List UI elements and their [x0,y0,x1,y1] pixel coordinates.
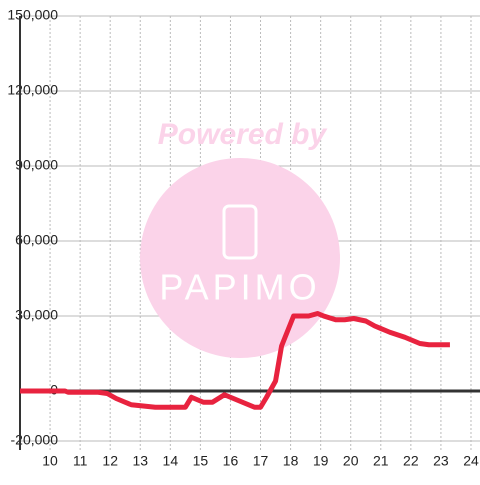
x-tick-label: 24 [463,453,479,469]
watermark-icon [222,204,258,260]
x-tick-label: 10 [42,453,58,469]
x-tick-label: 13 [132,453,148,469]
x-tick-label: 21 [373,453,389,469]
watermark-text: Powered by [158,118,328,151]
y-tick-label: 150,000 [7,7,58,23]
x-tick-label: 22 [403,453,419,469]
x-tick-label: 11 [73,453,88,469]
y-tick-label: 90,000 [15,157,58,173]
x-tick-label: 19 [313,453,329,469]
x-tick-label: 12 [102,453,118,469]
line [20,311,450,410]
y-tick-label: -20,000 [11,432,59,448]
y-tick-label: 30,000 [15,307,58,323]
y-tick-label: 120,000 [7,82,58,98]
x-tick-label: 14 [163,453,179,469]
x-tick-label: 18 [283,453,299,469]
x-tick-label: 16 [223,453,239,469]
x-tick-label: 17 [253,453,269,469]
x-tick-label: 20 [343,453,359,469]
x-tick-label: 23 [433,453,449,469]
y-tick-label: 60,000 [15,232,58,248]
watermark-logo: PAPIMO [159,267,320,308]
x-tick-label: 15 [193,453,209,469]
